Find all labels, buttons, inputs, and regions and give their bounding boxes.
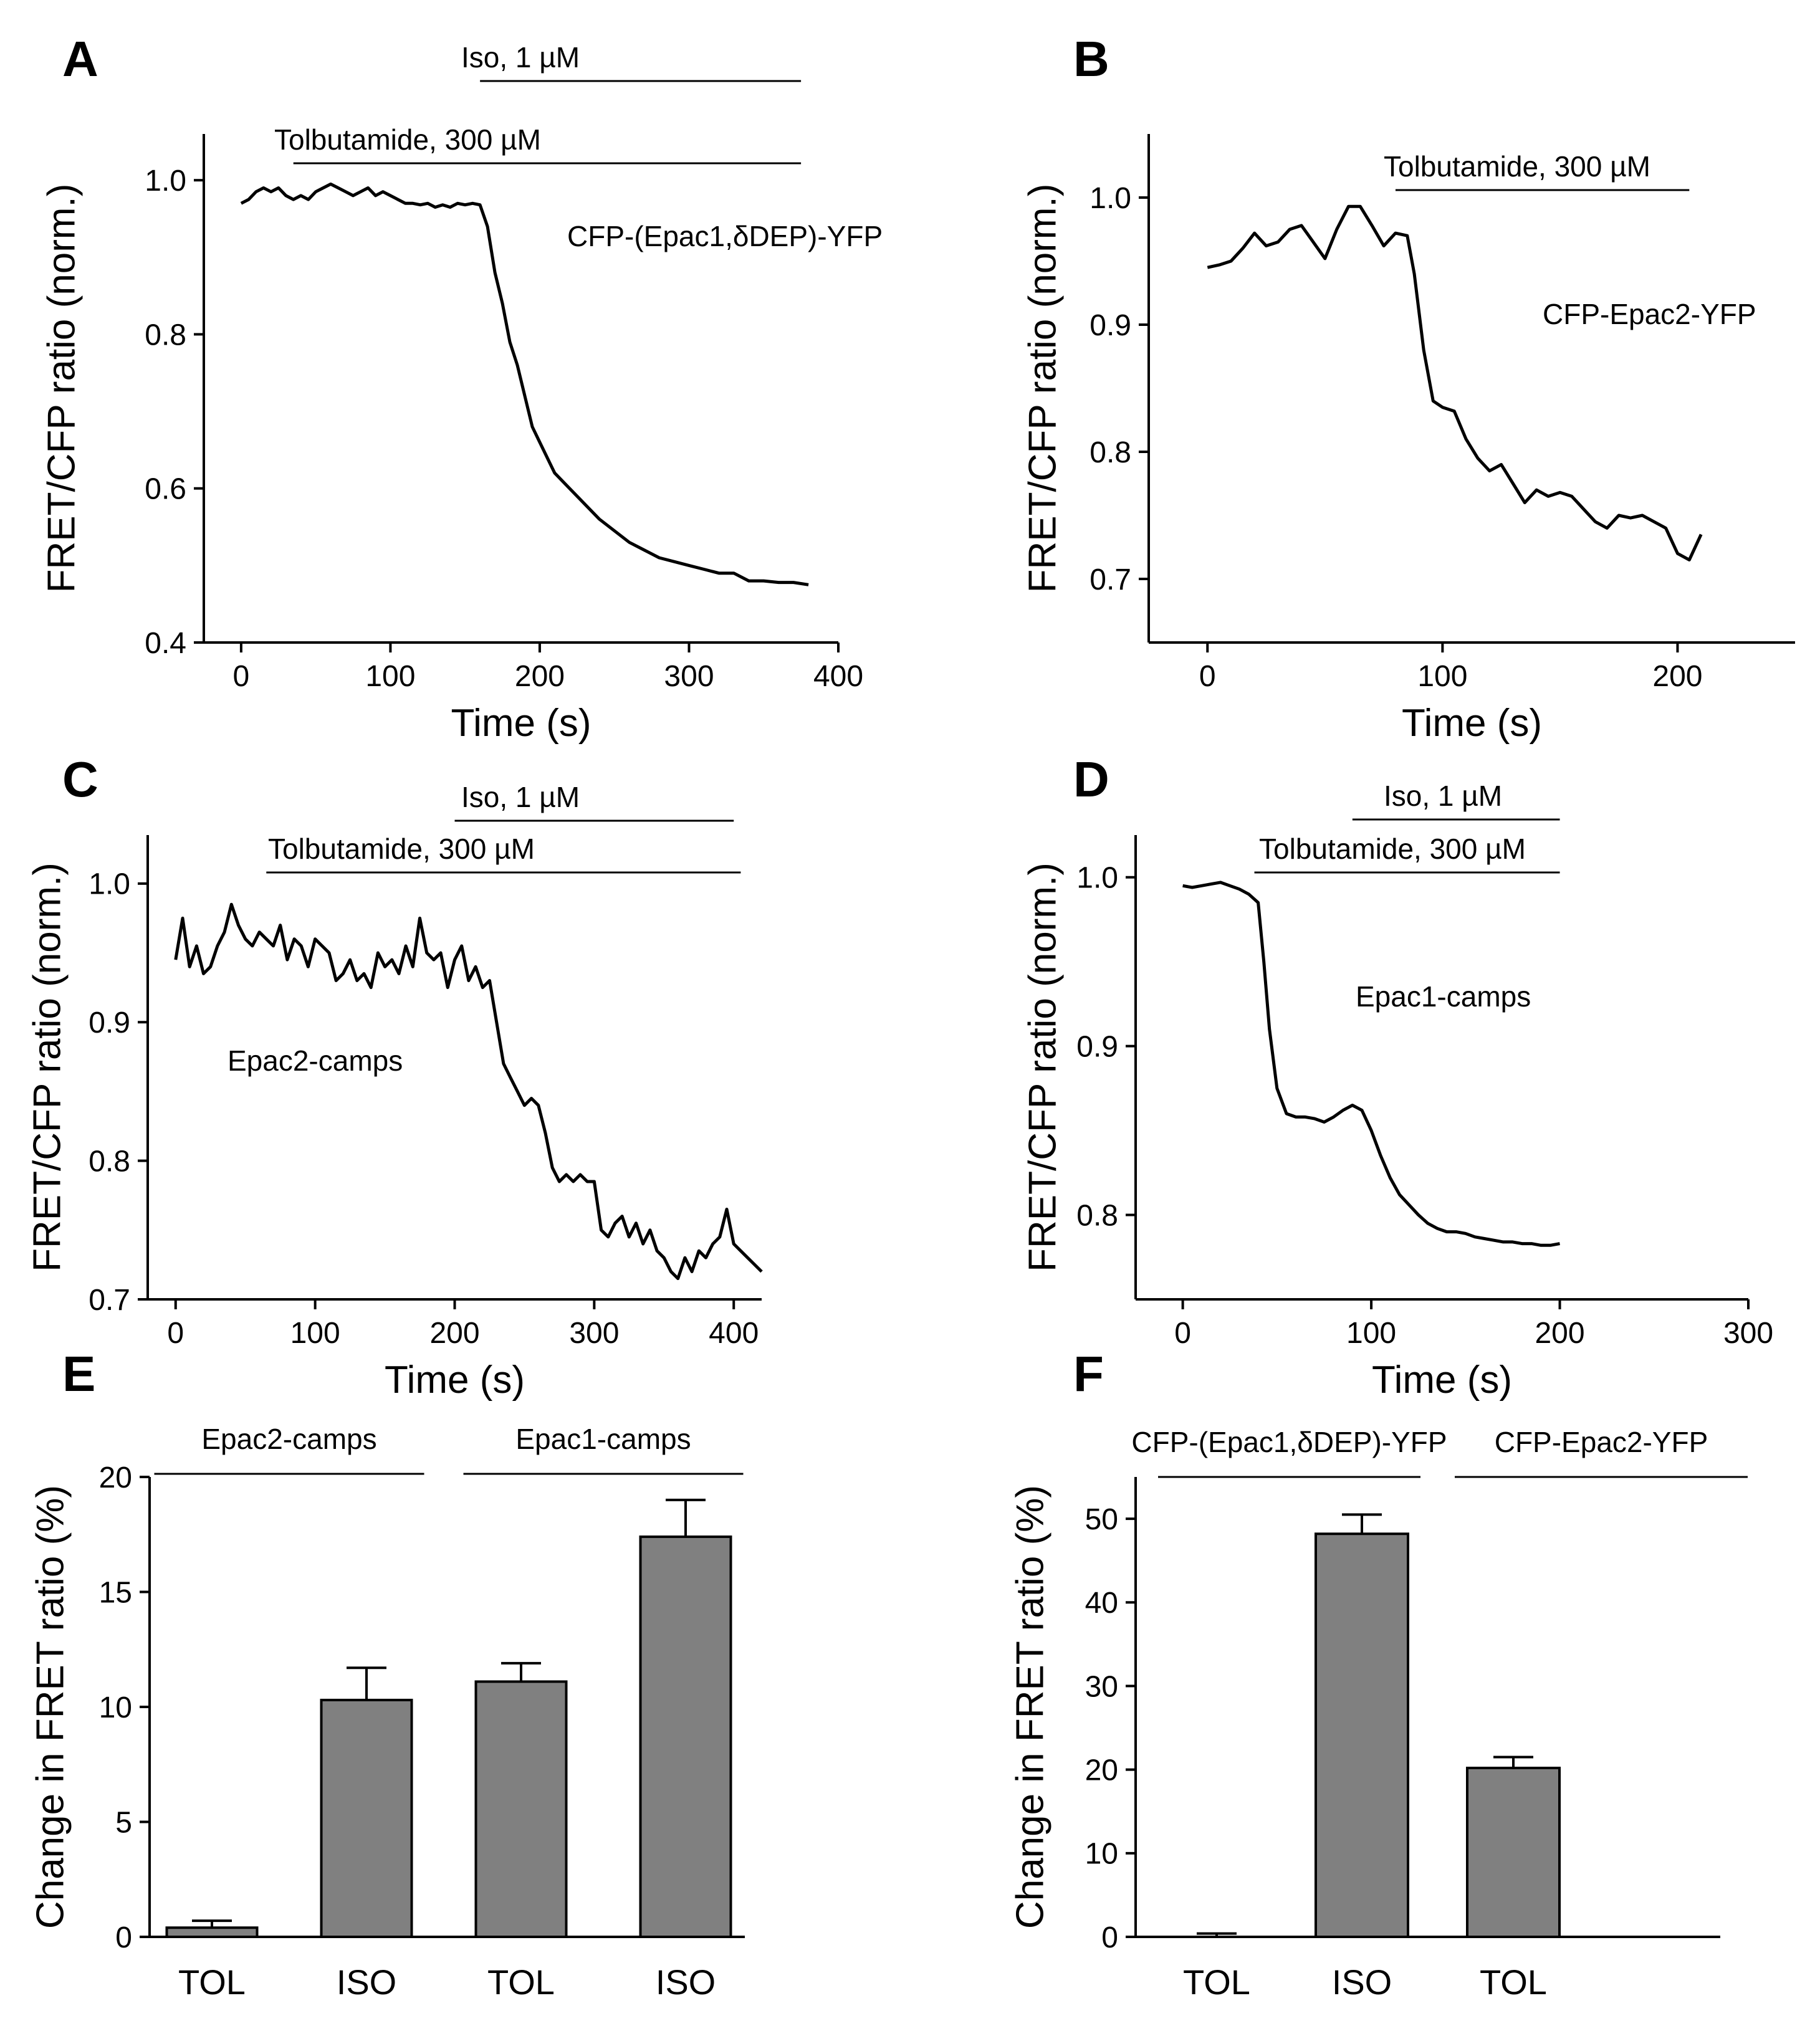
panel-B: B FRET/CFP ratio (norm.) 0 100 200 0.7 0.8 0.9 1… (1022, 31, 1795, 745)
y-tick-label: 5 (115, 1806, 132, 1839)
x-tick-label: 0 (167, 1317, 184, 1350)
bar (1466, 1766, 1561, 1938)
y-tick-label: 0.9 (1090, 309, 1131, 342)
series-line-A (240, 182, 809, 586)
treatment-label: Tolbutamide, 300 µM (1259, 833, 1526, 865)
x-tick-label: 200 (429, 1317, 479, 1350)
y-tick-label: 0 (1101, 1921, 1118, 1954)
group-label: CFP-(Epac1,δDEP)-YFP (1131, 1426, 1447, 1458)
panel-letter-B: B (1073, 31, 1109, 87)
x-tick-label: 100 (365, 660, 415, 693)
y-tick-label: 50 (1085, 1503, 1118, 1536)
x-axis-label: Time (s) (451, 702, 592, 745)
y-tick-label: 0.8 (1076, 1199, 1118, 1232)
panel-A: A FRET/CFP ratio (norm.) 0 100 200 300 400 0.4 0… (41, 31, 883, 745)
panel-letter-F: F (1073, 1346, 1104, 1402)
y-axis-label: Change in FRET ratio (%) (29, 1485, 72, 1929)
x-tick-label: 0 (1174, 1317, 1191, 1350)
panel-letter-A: A (62, 31, 98, 87)
y-tick-label: 15 (99, 1576, 132, 1609)
y-tick-label: 0.8 (145, 318, 186, 351)
y-tick-label: 1.0 (1090, 182, 1131, 215)
bar (320, 1698, 413, 1938)
x-tick-label: 200 (1652, 660, 1702, 693)
bar-category-label: TOL (487, 1962, 555, 2002)
panel-E: E Change in FRET ratio (%) 0 5 10 15 20 TOL ISO T… (29, 1346, 745, 2002)
y-tick-label: 0.8 (1090, 436, 1131, 469)
series-line-B (1207, 204, 1703, 561)
y-axis-label: Change in FRET ratio (%) (1009, 1485, 1052, 1929)
y-tick-label: 0.4 (145, 627, 186, 660)
bar (639, 1535, 732, 1938)
bar-category-label: ISO (337, 1962, 396, 2002)
bar-category-label: ISO (1332, 1962, 1392, 2002)
treatment-label: Tolbutamide, 300 µM (268, 833, 535, 865)
x-tick-label: 0 (1199, 660, 1216, 693)
treatment-label: Iso, 1 µM (461, 41, 580, 74)
panel-letter-D: D (1073, 752, 1109, 807)
y-tick-label: 0 (115, 1921, 132, 1954)
y-tick-label: 0.8 (89, 1145, 130, 1178)
x-tick-label: 100 (1417, 660, 1467, 693)
bar-category-label: TOL (1480, 1962, 1547, 2002)
y-axis-label: FRET/CFP ratio (norm.) (1022, 184, 1065, 593)
treatment-label: Tolbutamide, 300 µM (274, 123, 541, 156)
bar-category-label: TOL (178, 1962, 246, 2002)
y-tick-label: 0.7 (89, 1284, 130, 1317)
y-tick-label: 30 (1085, 1670, 1118, 1703)
y-tick-label: 0.7 (1090, 563, 1131, 596)
x-tick-label: 400 (709, 1317, 759, 1350)
group-label: Epac1-camps (515, 1423, 691, 1455)
y-tick-label: 0.9 (89, 1006, 130, 1039)
y-axis-label: FRET/CFP ratio (norm.) (1022, 862, 1065, 1272)
series-line-C (174, 902, 763, 1281)
y-axis-label: FRET/CFP ratio (norm.) (41, 184, 84, 593)
y-tick-label: 40 (1085, 1587, 1118, 1620)
y-tick-label: 10 (1085, 1838, 1118, 1871)
y-tick-label: 0.6 (145, 473, 186, 506)
x-axis-label: Time (s) (1402, 702, 1542, 745)
series-line-D (1182, 881, 1560, 1247)
treatment-label: Iso, 1 µM (461, 781, 580, 813)
construct-label: Epac2-camps (228, 1044, 403, 1077)
x-tick-label: 0 (233, 660, 250, 693)
y-tick-label: 20 (99, 1461, 132, 1494)
panel-letter-E: E (62, 1346, 95, 1402)
bar-category-label: ISO (656, 1962, 716, 2002)
y-axis-label: FRET/CFP ratio (norm.) (26, 862, 69, 1272)
x-axis-label: Time (s) (1372, 1359, 1512, 1402)
x-tick-label: 400 (813, 660, 863, 693)
x-axis-label: Time (s) (385, 1359, 525, 1402)
panel-F: F Change in FRET ratio (%) 0 10 20 30 40 50 TOL I… (1009, 1346, 1748, 2002)
panel-D: D FRET/CFP ratio (norm.) 0 100 200 300 0.8 0.9 1… (1022, 752, 1773, 1402)
construct-label: CFP-(Epac1,δDEP)-YFP (567, 220, 883, 252)
bar-category-label: TOL (1183, 1962, 1250, 2002)
bar (165, 1926, 259, 1938)
construct-label: Epac1-camps (1356, 980, 1531, 1013)
x-tick-label: 300 (1723, 1317, 1773, 1350)
y-tick-label: 1.0 (145, 165, 186, 198)
treatment-label: Iso, 1 µM (1384, 780, 1502, 812)
x-tick-label: 300 (569, 1317, 619, 1350)
x-tick-label: 100 (1346, 1317, 1396, 1350)
y-tick-label: 20 (1085, 1754, 1118, 1787)
construct-label: CFP-Epac2-YFP (1543, 298, 1756, 330)
panel-letter-C: C (62, 752, 98, 807)
x-tick-label: 100 (290, 1317, 340, 1350)
x-tick-label: 200 (1535, 1317, 1584, 1350)
x-tick-label: 300 (664, 660, 714, 693)
treatment-label: Tolbutamide, 300 µM (1384, 150, 1650, 183)
group-label: CFP-Epac2-YFP (1495, 1426, 1708, 1458)
x-tick-label: 200 (515, 660, 565, 693)
y-tick-label: 10 (99, 1691, 132, 1724)
group-label: Epac2-camps (201, 1423, 376, 1455)
y-tick-label: 1.0 (1076, 862, 1118, 895)
bar (1315, 1532, 1409, 1938)
y-tick-label: 1.0 (89, 868, 130, 901)
bar (474, 1680, 568, 1938)
y-tick-label: 0.9 (1076, 1030, 1118, 1063)
panel-C: C FRET/CFP ratio (norm.) 0 100 200 300 400 0.7 0… (26, 752, 763, 1402)
